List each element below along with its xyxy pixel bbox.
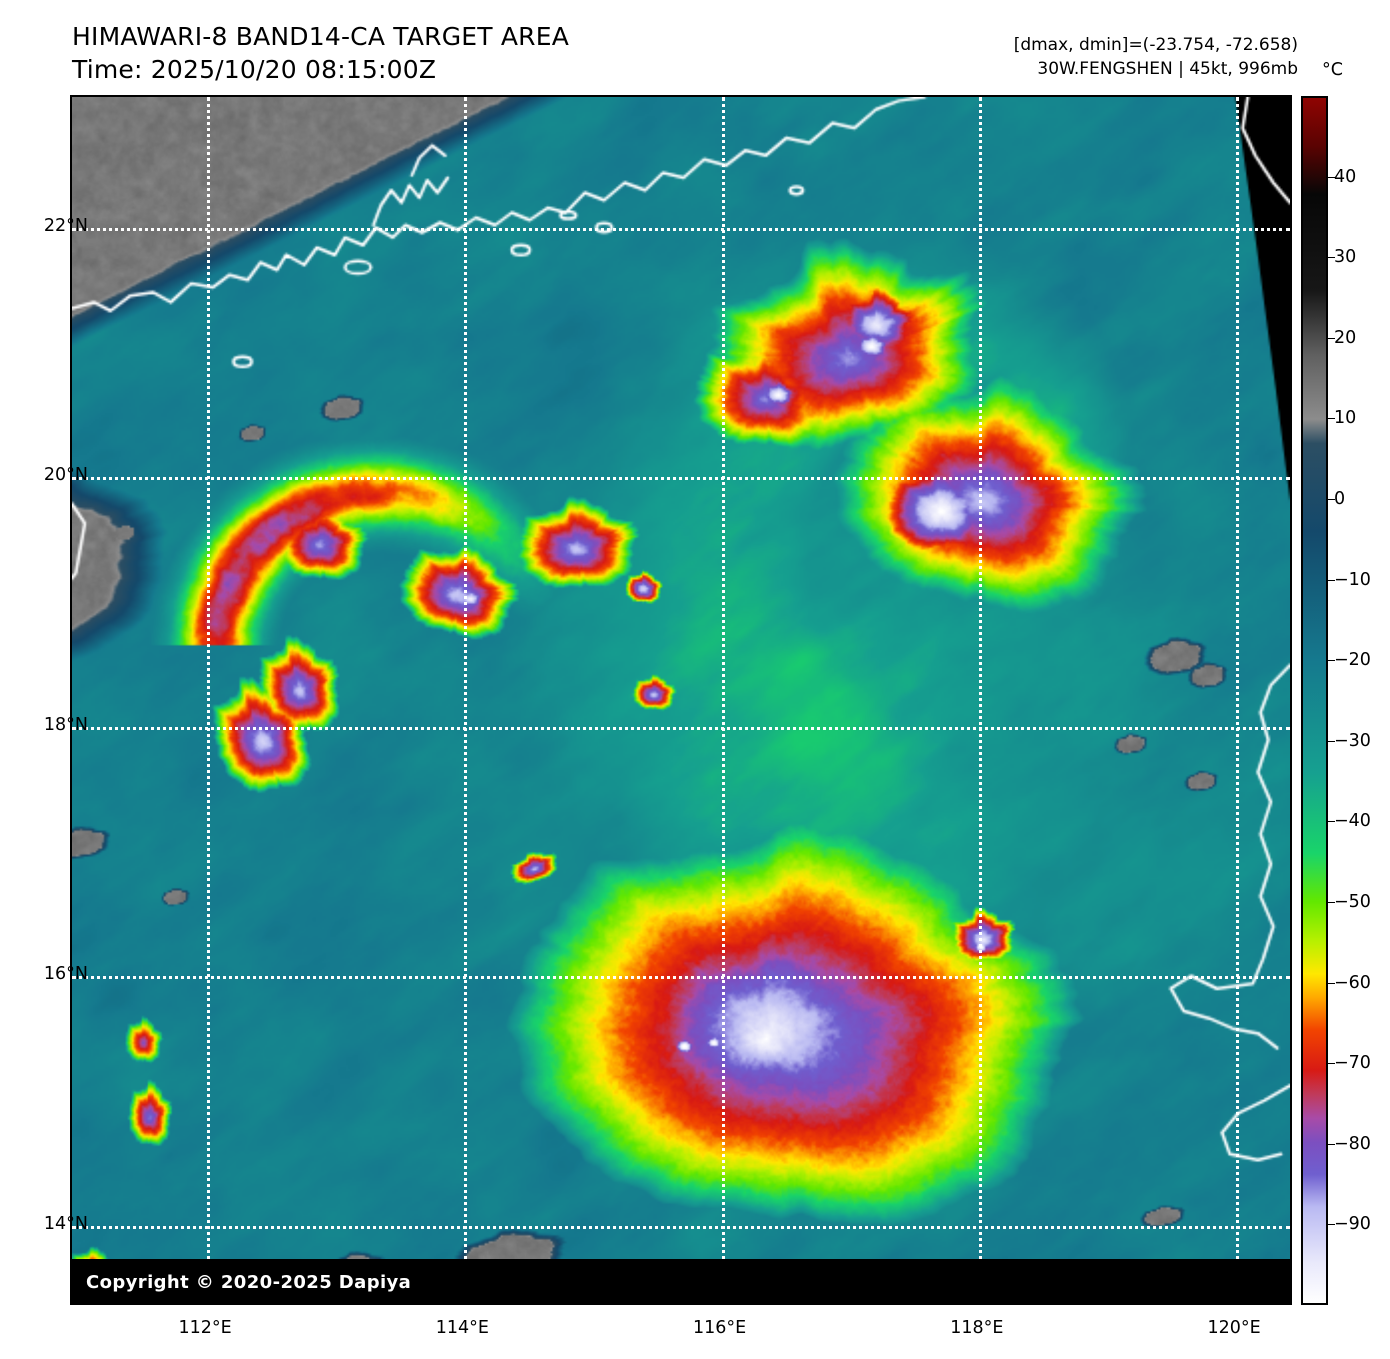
longitude-tick-label: 116°E [692,1318,747,1338]
colorbar-tick-label: −90 [1334,1214,1371,1235]
colorbar-tick-label: −60 [1334,972,1371,993]
colorbar-tick-mark [1328,1224,1335,1226]
colorbar-tick-mark [1328,499,1335,500]
copyright-label: Copyright © 2020-2025 Dapiya [86,1272,412,1293]
colorbar-tick-label: 40 [1334,166,1357,187]
colorbar-tick-label: −80 [1334,1133,1371,1154]
latitude-tick-label: 18°N [43,714,88,735]
colorbar-tick-label: −50 [1334,892,1371,912]
copyright-bar: Copyright © 2020-2025 Dapiya [72,1259,1290,1303]
colorbar-tick-mark [1328,660,1335,662]
colorbar-tick-mark [1328,902,1335,903]
colorbar-tick-label: 30 [1334,247,1357,268]
colorbar-tick-label: −30 [1334,730,1371,751]
latitude-tick-label: 14°N [43,1213,88,1234]
satellite-image-plot: Copyright © 2020-2025 Dapiya [70,95,1292,1305]
colorbar-tick-mark [1328,176,1335,178]
colorbar-tick-label: 10 [1334,408,1357,429]
longitude-tick-label: 120°E [1207,1318,1261,1338]
colorbar-tick-mark [1328,1143,1335,1145]
title-primary: HIMAWARI-8 BAND14-CA TARGET AREA [72,22,570,51]
page-title: HIMAWARI-8 BAND14-CA TARGET AREA Time: 2… [72,20,569,86]
longitude-tick-label: 114°E [435,1318,489,1338]
latitude-tick-label: 16°N [43,964,88,985]
metadata-block: [dmax, dmin]=(-23.754, -72.658) 30W.FENG… [1014,33,1298,81]
colorbar-tick-label: 20 [1334,327,1357,348]
colorbar-tick-label: −20 [1334,650,1371,671]
colorbar-tick-label: −70 [1334,1053,1371,1074]
colorbar-tick-mark [1328,418,1335,420]
longitude-tick-label: 112°E [178,1318,232,1338]
colorbar-tick-mark [1328,579,1335,581]
colorbar-tick-label: −40 [1334,811,1371,832]
title-timestamp: Time: 2025/10/20 08:15:00Z [72,55,437,84]
colorbar-tick-label: −10 [1334,569,1371,590]
longitude-tick-label: 118°E [950,1318,1004,1338]
dmax-dmin-label: [dmax, dmin]=(-23.754, -72.658) [1013,35,1298,55]
temperature-colorbar [1301,96,1328,1305]
latitude-tick-label: 22°N [43,215,88,236]
colorbar-tick-mark [1328,740,1335,742]
colorbar-tick-mark [1328,337,1335,339]
colorbar-tick-label: 0 [1334,489,1346,509]
colorbar-tick-mark [1328,1063,1335,1065]
satellite-imagery-canvas [72,97,1290,1303]
colorbar-unit-label: °C [1322,60,1343,80]
storm-info-label: 30W.FENGSHEN | 45kt, 996mb [1037,59,1298,79]
colorbar-tick-mark [1328,982,1335,984]
colorbar-gradient [1303,98,1326,1303]
colorbar-tick-mark [1328,257,1335,259]
latitude-tick-label: 20°N [43,465,88,486]
colorbar-tick-mark [1328,821,1335,823]
